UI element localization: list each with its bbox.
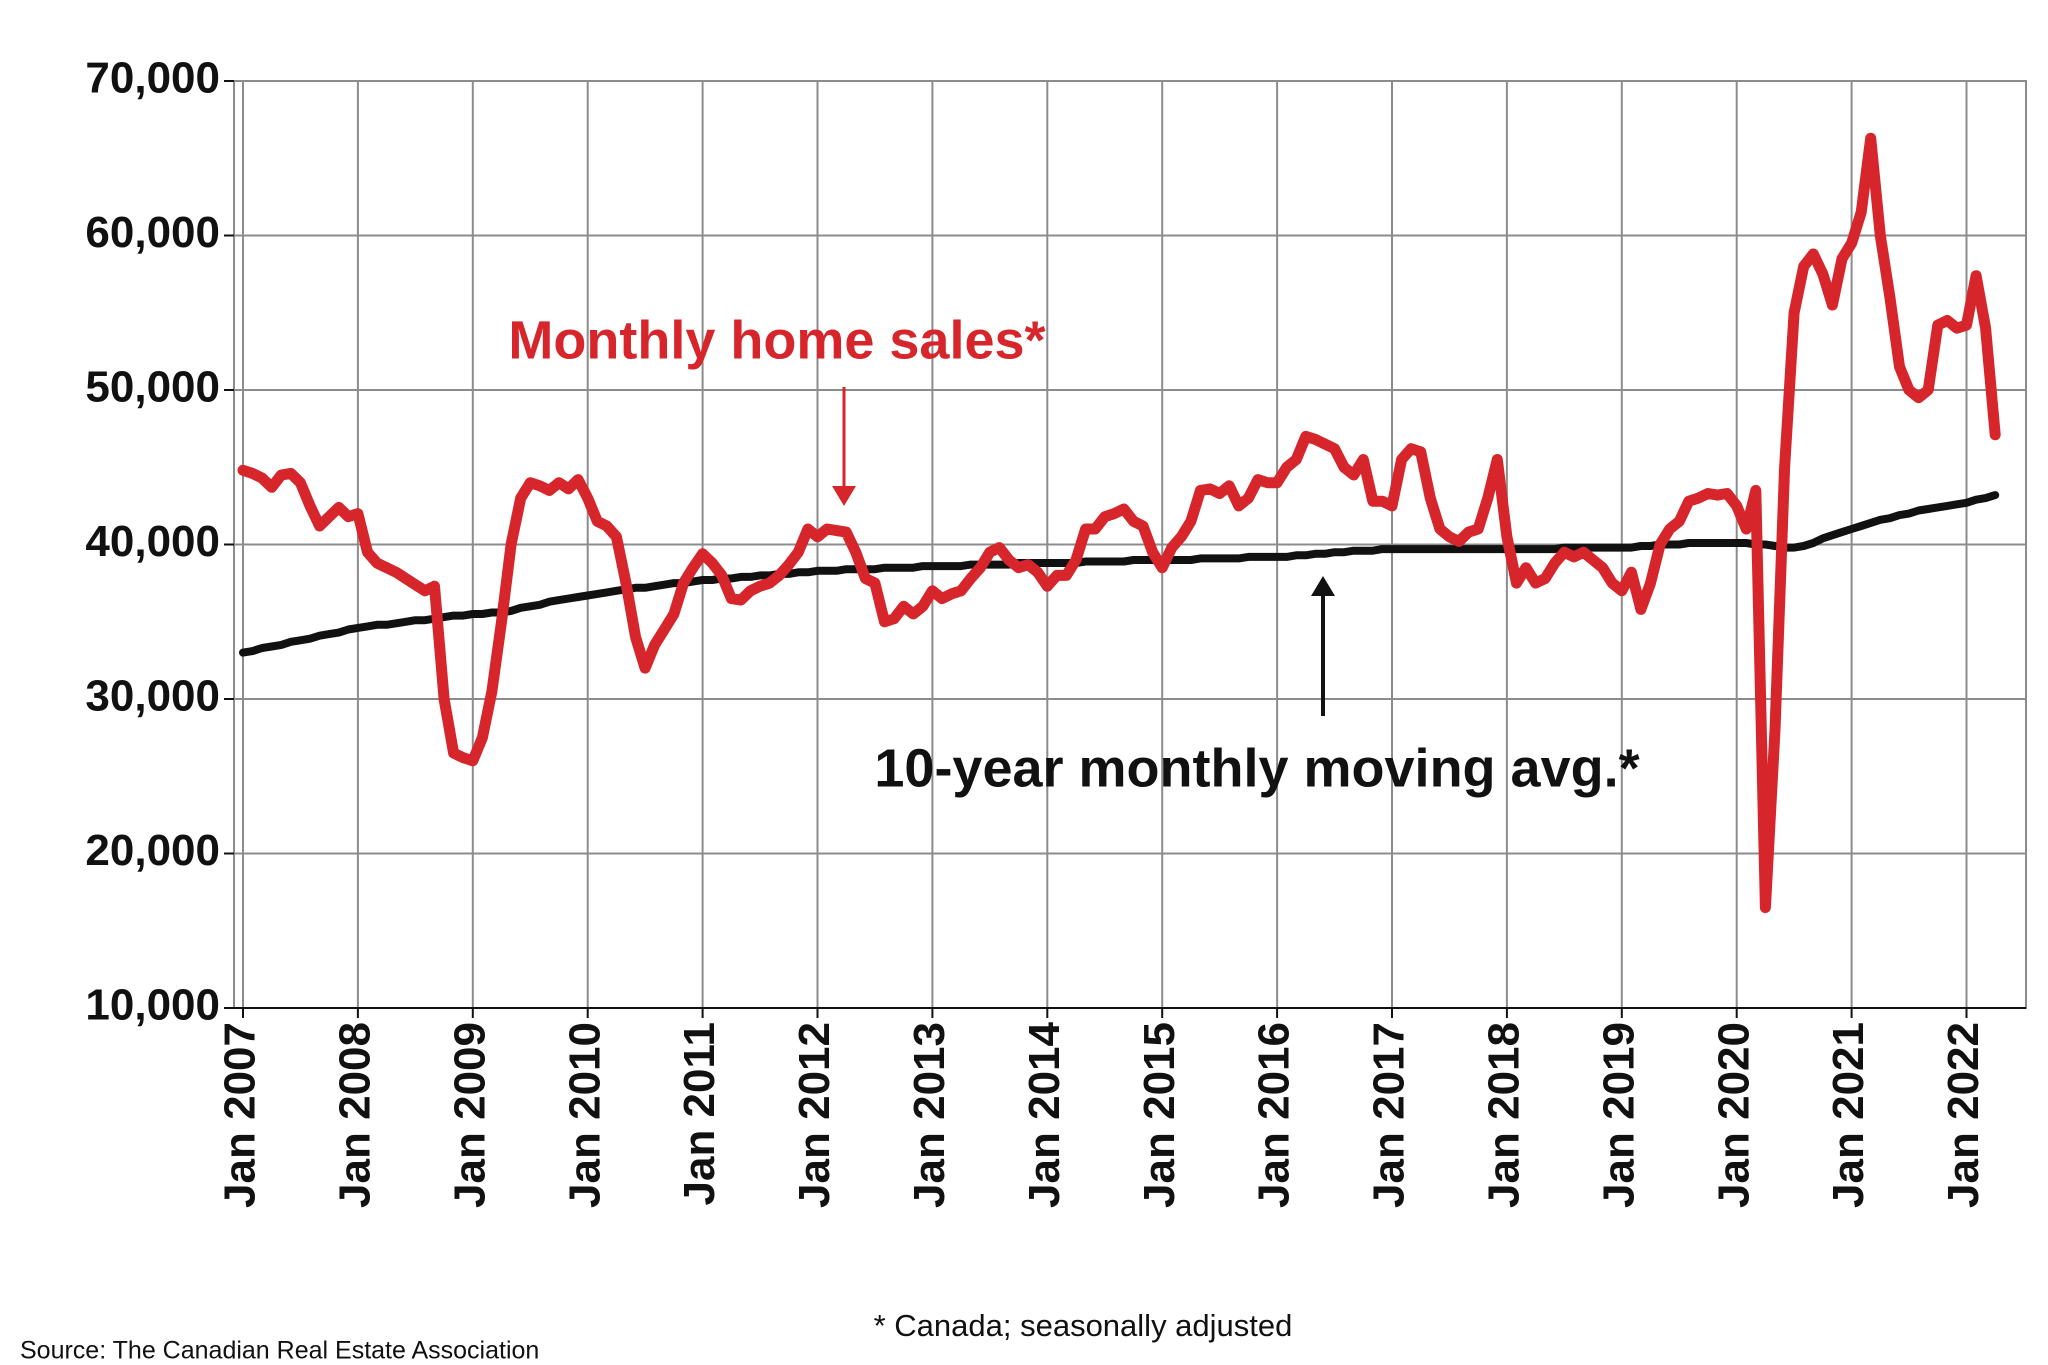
x-tick-label: Jan 2011 bbox=[675, 1022, 724, 1206]
y-tick-label: 20,000 bbox=[85, 826, 220, 875]
y-tick-label: 10,000 bbox=[85, 981, 220, 1030]
x-tick-label: Jan 2016 bbox=[1250, 1022, 1299, 1208]
series-line bbox=[237, 132, 2001, 914]
x-tick-label: Jan 2018 bbox=[1480, 1022, 1529, 1208]
x-tick-label: Jan 2022 bbox=[1939, 1022, 1988, 1208]
footnote: * Canada; seasonally adjusted bbox=[874, 1308, 1293, 1343]
y-tick-label: 50,000 bbox=[85, 363, 220, 412]
x-tick-label: Jan 2017 bbox=[1365, 1022, 1414, 1208]
y-tick-label: 40,000 bbox=[85, 517, 220, 566]
x-tick-label: Jan 2008 bbox=[331, 1022, 380, 1208]
x-tick-label: Jan 2007 bbox=[216, 1022, 265, 1208]
x-tick-label: Jan 2009 bbox=[445, 1022, 494, 1208]
annotation-average: 10-year monthly moving avg.* bbox=[874, 738, 1639, 798]
x-tick-label: Jan 2019 bbox=[1594, 1022, 1643, 1208]
annotation-sales: Monthly home sales* bbox=[508, 310, 1045, 370]
series-line bbox=[239, 491, 2000, 657]
x-tick-label: Jan 2013 bbox=[905, 1022, 954, 1208]
x-tick-label: Jan 2015 bbox=[1135, 1022, 1184, 1208]
x-tick-label: Jan 2014 bbox=[1020, 1021, 1069, 1207]
red-arrowhead bbox=[832, 486, 856, 506]
y-tick-label: 60,000 bbox=[85, 208, 220, 257]
source: Source: The Canadian Real Estate Associa… bbox=[20, 1337, 539, 1365]
black-arrowhead bbox=[1311, 576, 1335, 596]
x-tick-label: Jan 2020 bbox=[1709, 1022, 1758, 1208]
x-tick-label: Jan 2010 bbox=[560, 1022, 609, 1208]
y-tick-label: 30,000 bbox=[85, 672, 220, 721]
x-tick-label: Jan 2012 bbox=[790, 1022, 839, 1208]
x-tick-label: Jan 2021 bbox=[1824, 1022, 1873, 1208]
y-tick-label: 70,000 bbox=[85, 54, 220, 103]
plot: 10,000 20,000 30,000 40,000 50,000 60,000 70,0… bbox=[85, 54, 2027, 1208]
